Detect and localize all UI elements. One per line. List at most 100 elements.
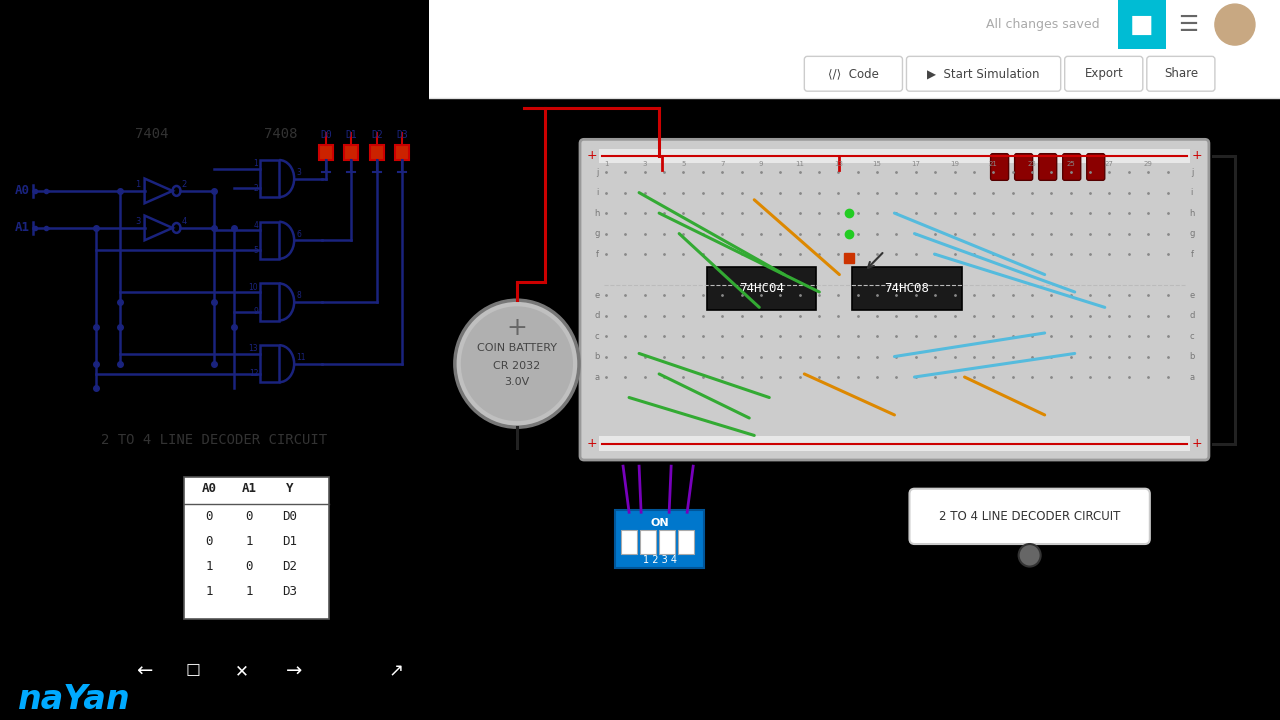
Text: ■: ■ <box>1130 12 1153 37</box>
Text: All changes saved: All changes saved <box>986 18 1100 31</box>
Text: +: + <box>1192 437 1202 450</box>
Text: 1: 1 <box>246 585 253 598</box>
Text: 9: 9 <box>253 307 259 316</box>
Text: Y: Y <box>285 482 293 495</box>
FancyBboxPatch shape <box>621 530 637 554</box>
Text: h: h <box>1189 209 1194 217</box>
Text: 0: 0 <box>206 510 214 523</box>
Text: 5: 5 <box>681 161 686 167</box>
Text: 0: 0 <box>246 560 253 573</box>
Circle shape <box>1215 4 1254 45</box>
Text: 7: 7 <box>719 161 724 167</box>
Text: +: + <box>586 149 598 162</box>
Text: D0: D0 <box>320 130 332 140</box>
FancyBboxPatch shape <box>1065 56 1143 91</box>
Text: f: f <box>1190 250 1193 258</box>
Text: 1: 1 <box>246 535 253 548</box>
Circle shape <box>1019 544 1041 567</box>
Text: +: + <box>586 437 598 450</box>
Text: 3: 3 <box>643 161 646 167</box>
Text: Export: Export <box>1084 67 1123 80</box>
Text: a: a <box>1189 372 1194 382</box>
FancyBboxPatch shape <box>1015 153 1033 180</box>
Text: 6: 6 <box>296 230 301 238</box>
Text: b: b <box>1189 352 1194 361</box>
Text: 1: 1 <box>604 161 608 167</box>
Text: j: j <box>1190 168 1193 176</box>
Text: 15: 15 <box>873 161 882 167</box>
Text: c: c <box>1189 331 1194 341</box>
Text: 7404: 7404 <box>134 127 169 141</box>
Text: ⟨/⟩  Code: ⟨/⟩ Code <box>828 67 879 80</box>
Text: d: d <box>1189 311 1194 320</box>
FancyBboxPatch shape <box>640 530 657 554</box>
Text: ←: ← <box>137 662 152 681</box>
Text: A0: A0 <box>15 184 29 197</box>
Text: ✕: ✕ <box>236 662 250 680</box>
Text: 27: 27 <box>1105 161 1114 167</box>
FancyBboxPatch shape <box>319 145 333 160</box>
Text: A1: A1 <box>242 482 257 495</box>
Text: D3: D3 <box>282 585 297 598</box>
Text: D3: D3 <box>396 130 408 140</box>
Text: naYan: naYan <box>18 683 131 716</box>
FancyBboxPatch shape <box>429 0 1280 49</box>
Text: 1: 1 <box>206 560 214 573</box>
Text: 5: 5 <box>253 246 259 255</box>
Text: ☰: ☰ <box>1178 14 1198 35</box>
Text: 1: 1 <box>206 585 214 598</box>
FancyBboxPatch shape <box>678 530 694 554</box>
Text: d: d <box>594 311 600 320</box>
Text: 19: 19 <box>950 161 959 167</box>
FancyBboxPatch shape <box>1087 153 1105 180</box>
Text: 8: 8 <box>296 292 301 300</box>
Text: i: i <box>596 188 598 197</box>
Text: +: + <box>1192 149 1202 162</box>
FancyBboxPatch shape <box>1062 153 1080 180</box>
Text: Share: Share <box>1164 67 1198 80</box>
Text: 0: 0 <box>206 535 214 548</box>
Text: →: → <box>285 662 302 681</box>
FancyBboxPatch shape <box>616 510 704 567</box>
Text: 13: 13 <box>248 344 259 354</box>
Text: 2: 2 <box>253 184 259 193</box>
Text: ☐: ☐ <box>186 662 200 680</box>
FancyBboxPatch shape <box>804 56 902 91</box>
Text: 1: 1 <box>253 159 259 168</box>
Text: 2: 2 <box>182 180 187 189</box>
Text: 23: 23 <box>1028 161 1037 167</box>
FancyBboxPatch shape <box>599 148 1190 163</box>
FancyBboxPatch shape <box>852 267 961 310</box>
FancyBboxPatch shape <box>599 436 1190 451</box>
Text: j: j <box>596 168 598 176</box>
Text: A1: A1 <box>15 222 29 235</box>
Text: 17: 17 <box>911 161 920 167</box>
Text: 29: 29 <box>1144 161 1152 167</box>
FancyBboxPatch shape <box>184 477 329 619</box>
Text: 0: 0 <box>246 510 253 523</box>
Text: f: f <box>595 250 599 258</box>
Text: A0: A0 <box>202 482 216 495</box>
Text: g: g <box>594 229 600 238</box>
Text: COIN BATTERY: COIN BATTERY <box>477 343 557 354</box>
Text: 1 2 3 4: 1 2 3 4 <box>643 555 677 565</box>
Circle shape <box>454 300 579 427</box>
Text: 7408: 7408 <box>265 127 298 141</box>
Text: 1: 1 <box>136 180 141 189</box>
Text: 10: 10 <box>248 283 259 292</box>
Text: h: h <box>594 209 600 217</box>
Text: 11: 11 <box>795 161 804 167</box>
Text: D1: D1 <box>282 535 297 548</box>
Text: 4: 4 <box>253 221 259 230</box>
FancyBboxPatch shape <box>1038 153 1057 180</box>
Text: 25: 25 <box>1066 161 1075 167</box>
Text: c: c <box>595 331 599 341</box>
Text: 3: 3 <box>136 217 141 226</box>
FancyBboxPatch shape <box>429 49 1280 99</box>
Text: 21: 21 <box>989 161 997 167</box>
Text: ↗: ↗ <box>388 662 403 680</box>
Text: 12: 12 <box>248 369 259 378</box>
Text: 74HC08: 74HC08 <box>884 282 929 295</box>
Text: CR 2032: CR 2032 <box>493 361 540 371</box>
Text: D2: D2 <box>282 560 297 573</box>
